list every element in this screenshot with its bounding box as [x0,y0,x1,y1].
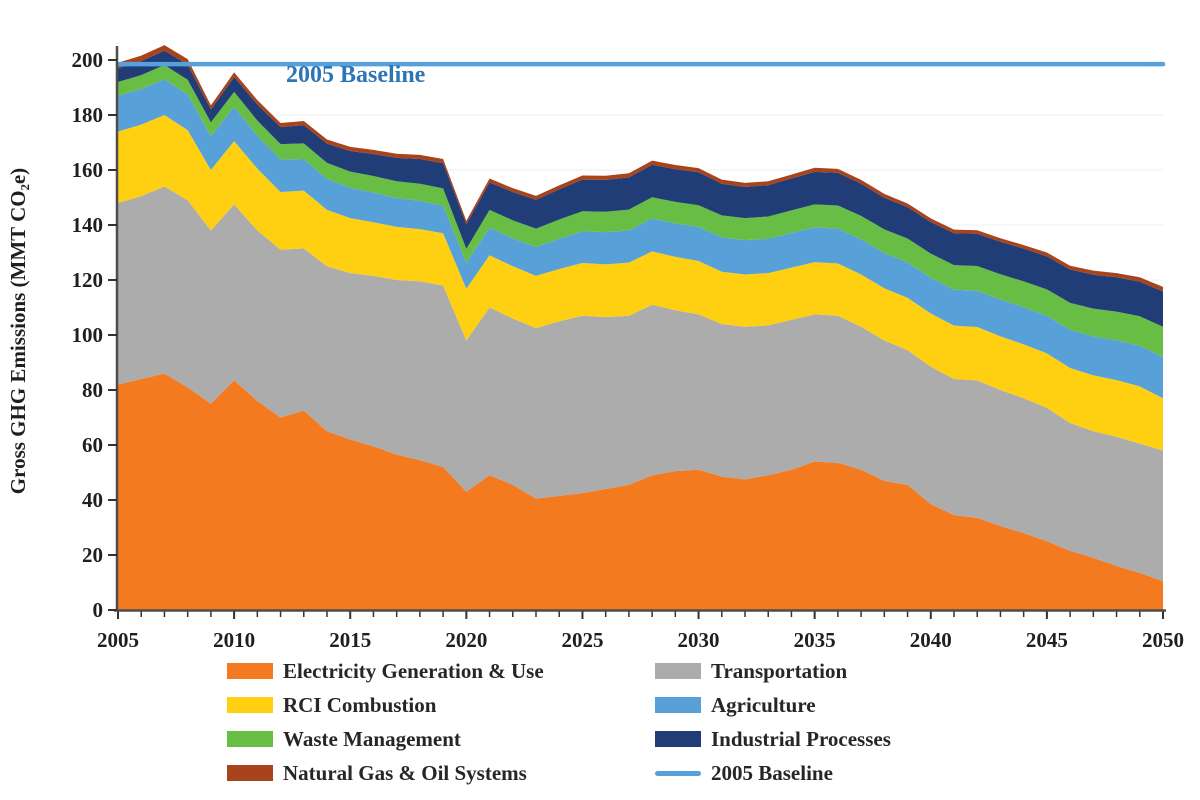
legend-item-electricity-generation-use: Electricity Generation & Use [227,654,544,688]
legend-label: RCI Combustion [283,692,437,717]
x-tick-label-2015: 2015 [329,628,371,652]
legend-label: Agriculture [711,692,816,717]
legend-swatch-rci-combustion [227,697,273,713]
x-tick-label-2020: 2020 [445,628,487,652]
legend-item-natural-gas-oil-systems: Natural Gas & Oil Systems [227,756,544,790]
area-rci-combustion [118,115,1163,451]
baseline-annotation: 2005 Baseline [286,62,426,88]
y-tick-label-120: 120 [72,268,104,292]
y-tick-label-0: 0 [93,598,104,622]
x-tick-label-2035: 2035 [794,628,836,652]
chart-legend: Electricity Generation & Use RCI Combusti… [0,650,1200,800]
legend-item-transportation: Transportation [655,654,891,688]
x-tick-label-2025: 2025 [561,628,603,652]
y-tick-label-200: 200 [72,48,104,72]
x-tick-label-2005: 2005 [97,628,139,652]
y-tick-label-100: 100 [72,323,104,347]
x-tick-label-2030: 2030 [678,628,720,652]
y-tick-label-60: 60 [82,433,103,457]
legend-item-rci-combustion: RCI Combustion [227,688,544,722]
legend-item-2005-baseline: 2005 Baseline [655,756,891,790]
area-electricity-generation-use [118,373,1163,610]
legend-label: Industrial Processes [711,726,891,751]
y-tick-label-80: 80 [82,378,103,402]
y-tick-label-180: 180 [72,103,104,127]
legend-swatch-industrial-processes [655,731,701,747]
y-axis-title: Gross GHG Emissions (MMT CO₂e) [6,168,30,494]
legend-item-industrial-processes: Industrial Processes [655,722,891,756]
area-industrial-processes [118,50,1163,327]
legend-label: Natural Gas & Oil Systems [283,760,527,785]
legend-label: Electricity Generation & Use [283,658,544,683]
legend-item-waste-management: Waste Management [227,722,544,756]
legend-item-agriculture: Agriculture [655,688,891,722]
y-tick-label-40: 40 [82,488,103,512]
legend-swatch-electricity-generation-use [227,663,273,679]
legend-label: 2005 Baseline [711,760,833,785]
stacked-areas [118,45,1163,610]
y-tick-label-20: 20 [82,543,103,567]
legend-swatch-agriculture [655,697,701,713]
y-tick-label-140: 140 [72,213,104,237]
legend-label: Waste Management [283,726,461,751]
area-natural-gas-oil-systems [118,45,1163,292]
legend-swatch-2005-baseline [655,770,701,776]
y-tick-label-160: 160 [72,158,104,182]
legend-swatch-natural-gas-oil-systems [227,765,273,781]
x-tick-label-2040: 2040 [910,628,952,652]
legend-swatch-transportation [655,663,701,679]
legend-column-left: Electricity Generation & Use RCI Combusti… [227,654,544,790]
legend-column-right: Transportation Agriculture Industrial Proc… [655,654,891,790]
area-agriculture [118,79,1163,399]
area-waste-management [118,64,1163,357]
area-transportation [118,186,1163,582]
x-tick-label-2045: 2045 [1026,628,1068,652]
x-tick-label-2010: 2010 [213,628,255,652]
legend-label: Transportation [711,658,848,683]
x-tick-label-2050: 2050 [1142,628,1184,652]
legend-swatch-waste-management [227,731,273,747]
